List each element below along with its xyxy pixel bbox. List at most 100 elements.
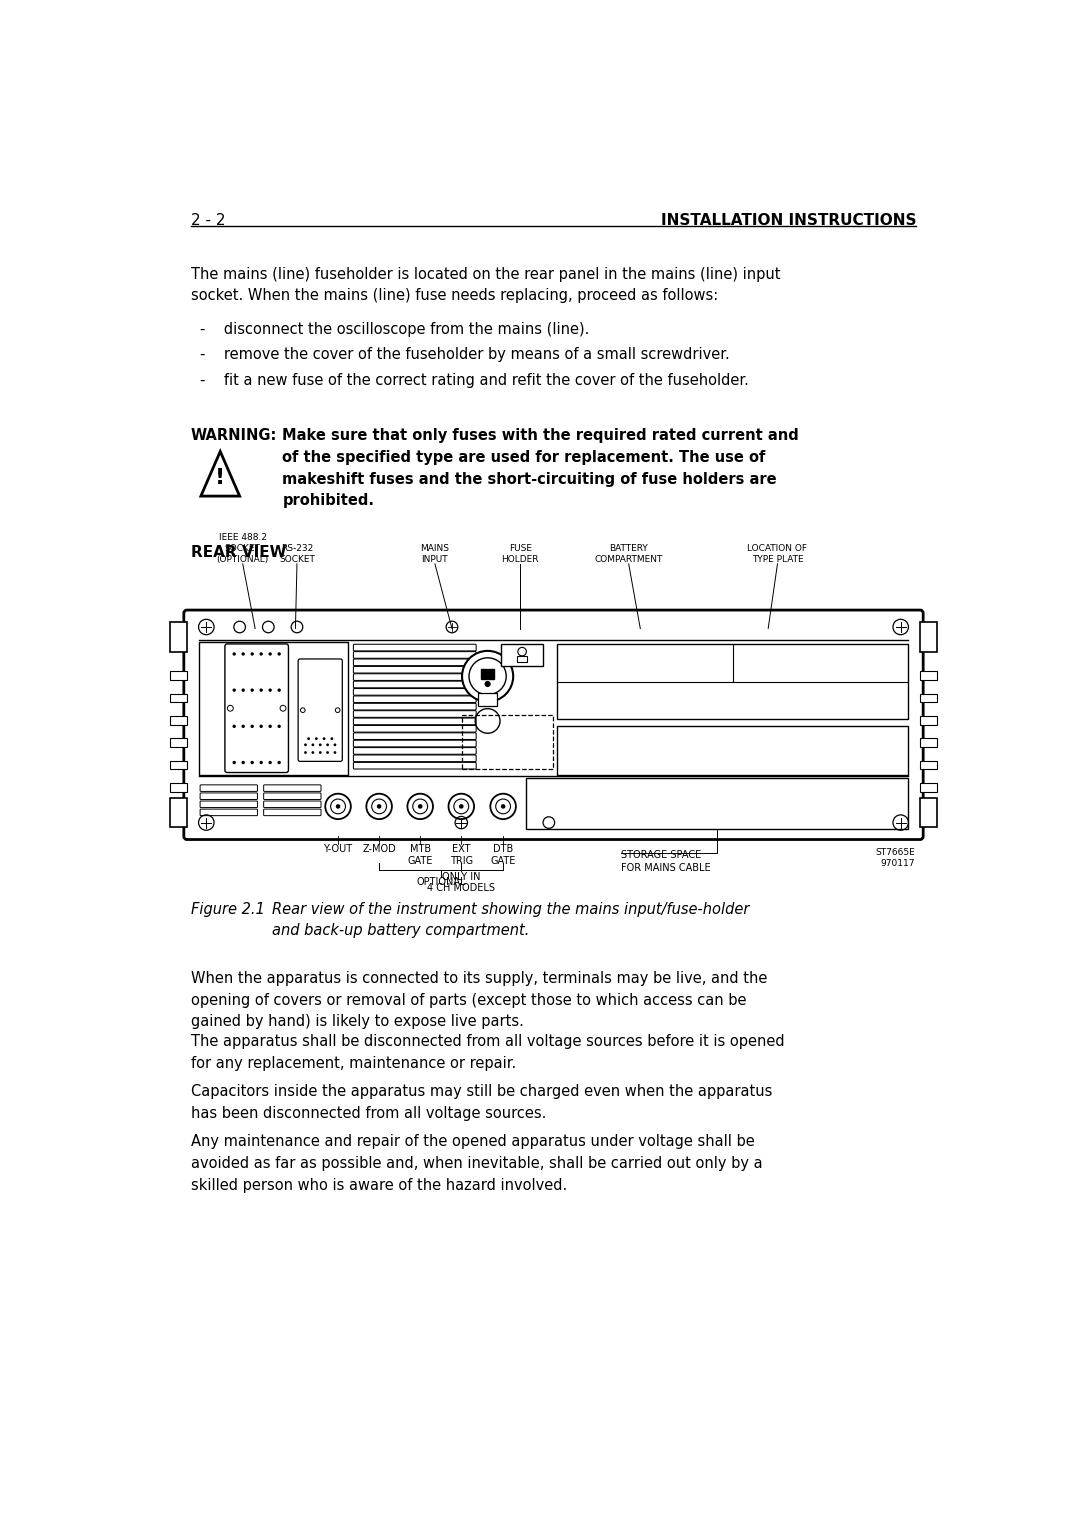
Text: FUSE
HOLDER: FUSE HOLDER: [501, 544, 539, 564]
Circle shape: [269, 761, 272, 764]
Circle shape: [311, 751, 314, 754]
Circle shape: [278, 761, 281, 764]
Circle shape: [259, 761, 262, 764]
Circle shape: [326, 751, 329, 754]
Circle shape: [278, 653, 281, 656]
FancyBboxPatch shape: [184, 610, 923, 839]
Text: DTB
GATE: DTB GATE: [490, 844, 516, 865]
Bar: [557, 644, 908, 720]
Text: WARNING:: WARNING:: [191, 428, 278, 443]
Bar: [170, 716, 187, 725]
Text: STORAGE SPACE
FOR MAINS CABLE: STORAGE SPACE FOR MAINS CABLE: [621, 850, 711, 873]
Circle shape: [501, 804, 505, 809]
Circle shape: [319, 751, 322, 754]
Text: -    disconnect the oscilloscope from the mains (line).: - disconnect the oscilloscope from the m…: [200, 323, 590, 336]
Text: MAINS
INPUT: MAINS INPUT: [420, 544, 449, 564]
Text: REAR VIEW: REAR VIEW: [191, 546, 286, 561]
Bar: [920, 622, 937, 651]
Circle shape: [242, 761, 245, 764]
Bar: [920, 761, 937, 769]
Text: The mains (line) fuseholder is located on the rear panel in the mains (line) inp: The mains (line) fuseholder is located o…: [191, 266, 780, 303]
Text: BATTERY
COMPARTMENT: BATTERY COMPARTMENT: [594, 544, 663, 564]
Circle shape: [278, 688, 281, 691]
Circle shape: [485, 680, 490, 687]
Polygon shape: [201, 451, 240, 495]
Bar: [920, 671, 937, 680]
Text: OPTIONAL: OPTIONAL: [417, 878, 465, 887]
Circle shape: [251, 725, 254, 728]
Circle shape: [242, 653, 245, 656]
Text: EXT
TRIG: EXT TRIG: [449, 844, 473, 865]
Text: -    remove the cover of the fuseholder by means of a small screwdriver.: - remove the cover of the fuseholder by …: [200, 347, 730, 362]
Circle shape: [269, 653, 272, 656]
Circle shape: [462, 651, 513, 702]
Bar: [170, 798, 187, 827]
Text: Z-MOD: Z-MOD: [362, 844, 396, 855]
Circle shape: [366, 794, 392, 820]
Text: The apparatus shall be disconnected from all voltage sources before it is opened: The apparatus shall be disconnected from…: [191, 1034, 784, 1070]
Bar: [920, 739, 937, 746]
Bar: [517, 656, 527, 662]
Circle shape: [311, 743, 314, 746]
Text: ST7665E
970117: ST7665E 970117: [875, 849, 915, 868]
Text: !: !: [215, 468, 226, 488]
Bar: [170, 671, 187, 680]
Bar: [557, 726, 908, 775]
Circle shape: [251, 653, 254, 656]
Bar: [526, 778, 908, 829]
Circle shape: [326, 743, 329, 746]
Text: When the apparatus is connected to its supply, terminals may be live, and the
op: When the apparatus is connected to its s…: [191, 971, 767, 1029]
Bar: [920, 783, 937, 792]
Circle shape: [305, 743, 307, 746]
Text: Any maintenance and repair of the opened apparatus under voltage shall be
avoide: Any maintenance and repair of the opened…: [191, 1135, 762, 1193]
Circle shape: [334, 751, 336, 754]
Bar: [478, 693, 497, 705]
Circle shape: [242, 725, 245, 728]
Circle shape: [232, 688, 235, 691]
Text: -    fit a new fuse of the correct rating and refit the cover of the fuseholder.: - fit a new fuse of the correct rating a…: [200, 373, 748, 388]
Bar: [920, 694, 937, 702]
Circle shape: [232, 761, 235, 764]
Text: Make sure that only fuses with the required rated current and
of the specified t: Make sure that only fuses with the requi…: [282, 428, 799, 508]
Bar: [199, 642, 348, 775]
Text: LOCATION OF
TYPE PLATE: LOCATION OF TYPE PLATE: [747, 544, 808, 564]
Bar: [170, 622, 187, 651]
Circle shape: [232, 725, 235, 728]
Text: INSTALLATION INSTRUCTIONS: INSTALLATION INSTRUCTIONS: [661, 213, 916, 228]
Text: IEEE 488.2
SOCKET
(OPTIONAL): IEEE 488.2 SOCKET (OPTIONAL): [217, 534, 269, 564]
Bar: [920, 716, 937, 725]
Circle shape: [418, 804, 422, 809]
Bar: [482, 668, 487, 679]
Circle shape: [251, 688, 254, 691]
Circle shape: [278, 725, 281, 728]
Text: MTB
GATE: MTB GATE: [407, 844, 433, 865]
Bar: [488, 668, 494, 679]
Circle shape: [323, 737, 325, 740]
Bar: [170, 783, 187, 792]
Circle shape: [448, 794, 474, 820]
Circle shape: [269, 688, 272, 691]
Text: RS-232
SOCKET: RS-232 SOCKET: [279, 544, 315, 564]
Circle shape: [325, 794, 351, 820]
Text: 2 - 2: 2 - 2: [191, 213, 226, 228]
Circle shape: [490, 794, 516, 820]
Circle shape: [259, 653, 262, 656]
Text: Figure 2.1: Figure 2.1: [191, 902, 265, 917]
Bar: [170, 761, 187, 769]
Circle shape: [336, 804, 340, 809]
Text: ONLY IN
4 CH MODELS: ONLY IN 4 CH MODELS: [428, 872, 496, 893]
Bar: [170, 739, 187, 746]
Circle shape: [330, 737, 334, 740]
Bar: [501, 644, 543, 665]
Text: Rear view of the instrument showing the mains input/fuse-holder
and back-up batt: Rear view of the instrument showing the …: [272, 902, 750, 937]
Circle shape: [319, 743, 322, 746]
Circle shape: [251, 761, 254, 764]
Text: Y-OUT: Y-OUT: [324, 844, 352, 855]
Bar: [920, 798, 937, 827]
Circle shape: [242, 688, 245, 691]
Circle shape: [259, 688, 262, 691]
Text: Capacitors inside the apparatus may still be charged even when the apparatus
has: Capacitors inside the apparatus may stil…: [191, 1084, 772, 1121]
Circle shape: [232, 653, 235, 656]
Circle shape: [407, 794, 433, 820]
Bar: [170, 694, 187, 702]
